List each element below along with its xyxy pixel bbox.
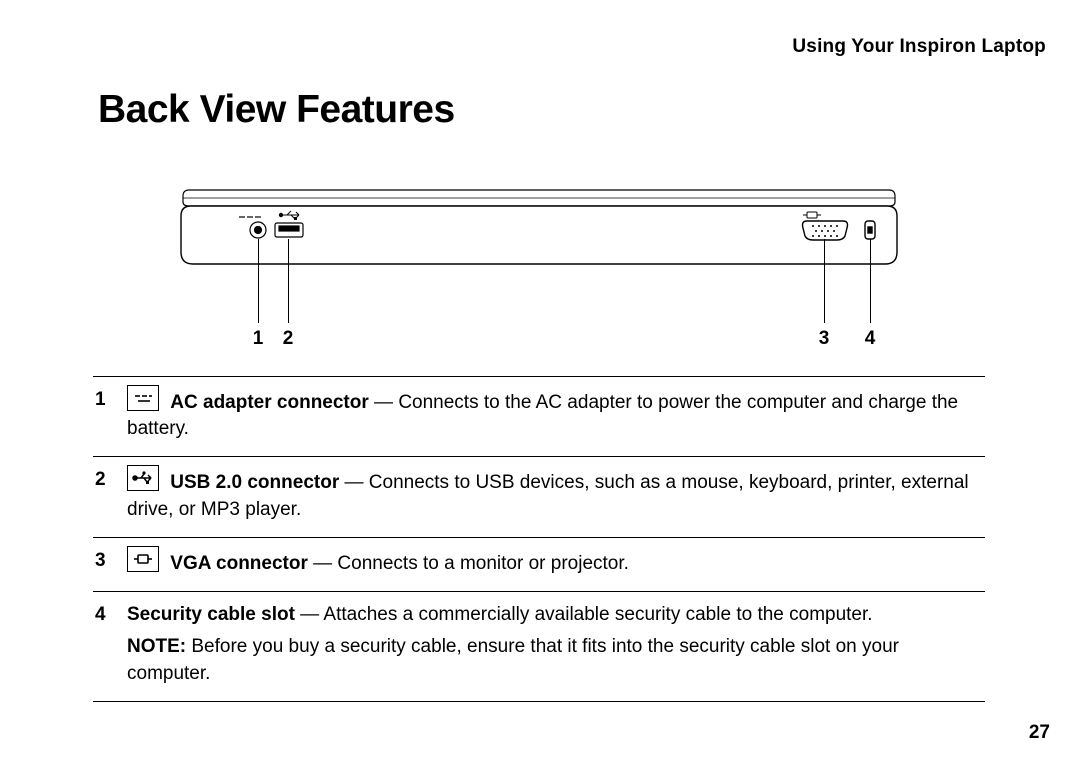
callout-label-3: 3 bbox=[819, 328, 830, 350]
feature-term: Security cable slot bbox=[127, 604, 295, 625]
feature-number: 1 bbox=[93, 377, 119, 457]
callout-line-1 bbox=[258, 239, 259, 323]
note-label: NOTE: bbox=[127, 636, 186, 657]
feature-term: VGA connector bbox=[170, 553, 308, 574]
feature-note: NOTE: Before you buy a security cable, e… bbox=[127, 628, 977, 686]
manual-page: Using Your Inspiron Laptop Back View Fea… bbox=[0, 0, 1080, 766]
callout-label-4: 4 bbox=[865, 328, 876, 350]
callout-label-1: 1 bbox=[253, 328, 264, 350]
laptop-back-svg bbox=[179, 188, 899, 268]
callout-line-4 bbox=[870, 239, 871, 323]
feature-cell: USB 2.0 connector — Connects to USB devi… bbox=[119, 457, 985, 537]
callout-line-3 bbox=[824, 239, 825, 323]
table-row: 2 USB 2.0 conn bbox=[93, 457, 985, 537]
feature-main-line: Security cable slot — Attaches a commerc… bbox=[127, 602, 977, 628]
feature-table: 1 AC adapter connector — Connects to the… bbox=[93, 376, 985, 702]
feature-term: AC adapter connector bbox=[170, 392, 368, 413]
feature-cell: VGA connector — Connects to a monitor or… bbox=[119, 537, 985, 591]
table-row: 4 Security cable slot — Attaches a comme… bbox=[93, 592, 985, 702]
table-row: 3 VGA connector — Connects to a monitor … bbox=[93, 537, 985, 591]
callout-label-2: 2 bbox=[283, 328, 294, 350]
feature-number: 4 bbox=[93, 592, 119, 702]
note-text: Before you buy a security cable, ensure … bbox=[127, 636, 899, 683]
feature-term: USB 2.0 connector bbox=[170, 472, 339, 493]
table-row: 1 AC adapter connector — Connects to the… bbox=[93, 377, 985, 457]
feature-cell: Security cable slot — Attaches a commerc… bbox=[119, 592, 985, 702]
feature-desc: — Connects to a monitor or projector. bbox=[308, 553, 629, 574]
feature-number: 2 bbox=[93, 457, 119, 537]
usb-icon bbox=[127, 465, 159, 491]
breadcrumb: Using Your Inspiron Laptop bbox=[98, 36, 1046, 58]
page-title: Back View Features bbox=[98, 88, 980, 132]
feature-number: 3 bbox=[93, 537, 119, 591]
power-icon bbox=[127, 385, 159, 411]
back-view-diagram: 1 2 3 4 bbox=[164, 188, 914, 368]
callout-line-2 bbox=[288, 239, 289, 323]
page-number: 27 bbox=[1029, 722, 1050, 744]
feature-desc: — Attaches a commercially available secu… bbox=[295, 604, 873, 625]
feature-cell: AC adapter connector — Connects to the A… bbox=[119, 377, 985, 457]
vga-icon bbox=[127, 546, 159, 572]
